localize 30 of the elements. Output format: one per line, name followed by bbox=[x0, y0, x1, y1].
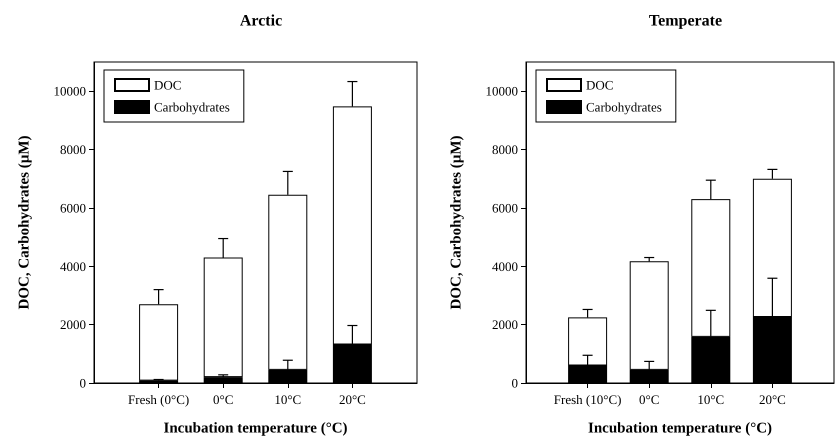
y-tick-label: 8000 bbox=[492, 142, 518, 158]
legend-label: Carbohydrates bbox=[586, 100, 662, 114]
legend-label: DOC bbox=[154, 78, 182, 92]
x-tick-label: 10°C bbox=[274, 392, 302, 407]
x-tick-label: Fresh (10°C) bbox=[554, 392, 622, 407]
y-axis-title: DOC, Carbohydrates (µM) bbox=[16, 135, 32, 310]
y-tick-label: 0 bbox=[80, 376, 86, 390]
x-tick-label: 0°C bbox=[639, 392, 660, 407]
y-tick-label: 10000 bbox=[486, 84, 518, 99]
y-tick-label: 0 bbox=[512, 376, 518, 390]
y-tick-label: 6000 bbox=[492, 200, 518, 216]
y-tick-label: 8000 bbox=[60, 142, 86, 158]
y-axis-title: DOC, Carbohydrates (µM) bbox=[448, 135, 464, 310]
y-tick-label: 2000 bbox=[492, 317, 518, 332]
x-axis-title: Incubation temperature (°C) bbox=[588, 420, 772, 436]
y-tick-label: 4000 bbox=[492, 258, 518, 274]
y-tick-label: 6000 bbox=[60, 200, 86, 216]
x-tick-label: 0°C bbox=[213, 392, 234, 407]
legend-label: Carbohydrates bbox=[154, 100, 230, 114]
chart-title: Temperate bbox=[648, 12, 722, 30]
chart-title: Arctic bbox=[240, 12, 282, 30]
x-tick-label: 10°C bbox=[697, 392, 724, 407]
y-tick-label: 2000 bbox=[60, 317, 86, 332]
legend-label: DOC bbox=[586, 78, 614, 92]
x-tick-label: 20°C bbox=[758, 392, 786, 407]
x-axis-title: Incubation temperature (°C) bbox=[163, 420, 348, 436]
y-tick-label: 10000 bbox=[54, 84, 86, 99]
x-tick-label: 20°C bbox=[338, 392, 366, 407]
y-tick-label: 4000 bbox=[60, 258, 86, 274]
x-tick-label: Fresh (0°C) bbox=[128, 392, 190, 407]
